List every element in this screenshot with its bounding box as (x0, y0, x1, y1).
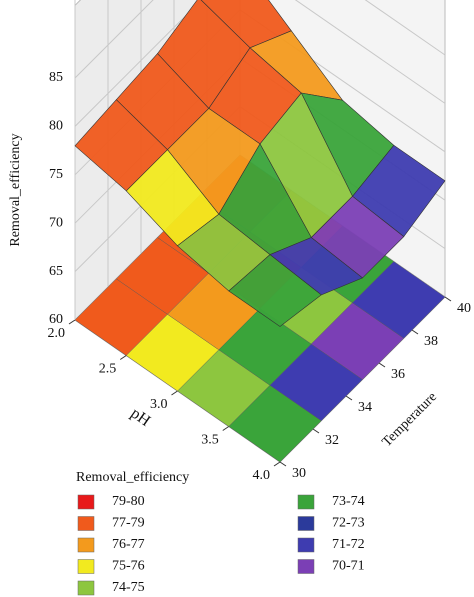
y-axis-title: Temperature (380, 390, 440, 450)
z-axis-title: Removal_efficiency (8, 133, 23, 246)
grid-line (74, 0, 446, 127)
legend-title: Removal_efficiency (76, 470, 189, 485)
legend-label: 76-77 (112, 537, 145, 552)
y-tick-label: 38 (424, 334, 438, 349)
legend-label: 71-72 (332, 537, 365, 552)
legend-label: 72-73 (332, 516, 365, 531)
legend-label: 79-80 (112, 494, 145, 509)
legend-label: 77-79 (112, 516, 145, 531)
grid-line (74, 0, 446, 79)
tick-mark (68, 319, 76, 325)
contour-cell (352, 261, 446, 339)
tick-mark (444, 296, 452, 302)
y-tick-label: 34 (358, 400, 372, 415)
legend-swatch (77, 580, 95, 596)
x-tick-label: 3.0 (150, 397, 168, 412)
z-tick-label: 60 (49, 312, 63, 327)
legend-label: 75-76 (112, 559, 145, 574)
z-tick-label: 70 (49, 215, 63, 230)
x-tick-label: 2.0 (48, 326, 66, 341)
tick-mark (171, 390, 178, 396)
z-tick-label: 80 (49, 119, 63, 134)
surface-cell (228, 254, 322, 327)
legend-swatch (297, 494, 315, 510)
x-tick-label: 2.5 (99, 362, 117, 377)
y-tick-label: 36 (391, 367, 405, 382)
legend-swatch (297, 537, 315, 553)
tick-mark (222, 426, 230, 431)
z-tick-label: 85 (49, 70, 63, 85)
tick-mark (273, 461, 281, 467)
x-tick-label: 3.5 (201, 433, 219, 448)
legend-swatch (297, 559, 315, 574)
tick-mark (312, 428, 320, 434)
legend-label: 70-71 (332, 559, 365, 574)
legend-swatch (297, 516, 315, 531)
legend-label: 74-75 (112, 580, 145, 595)
y-tick-label: 40 (457, 301, 471, 316)
legend-swatch (77, 537, 95, 553)
x-tick-label: 4.0 (253, 468, 271, 483)
y-tick-label: 32 (325, 433, 339, 448)
z-tick-label: 75 (49, 167, 63, 182)
tick-mark (119, 355, 127, 360)
tick-mark (411, 329, 419, 335)
legend-swatch (77, 494, 95, 510)
tick-mark (378, 362, 386, 368)
legend-swatch (77, 559, 95, 574)
tick-mark (345, 395, 353, 401)
legend-swatch (77, 516, 95, 531)
z-tick-label: 65 (49, 264, 63, 279)
tick-mark (279, 461, 287, 467)
legend-label: 73-74 (332, 494, 365, 509)
y-tick-label: 30 (292, 466, 306, 481)
